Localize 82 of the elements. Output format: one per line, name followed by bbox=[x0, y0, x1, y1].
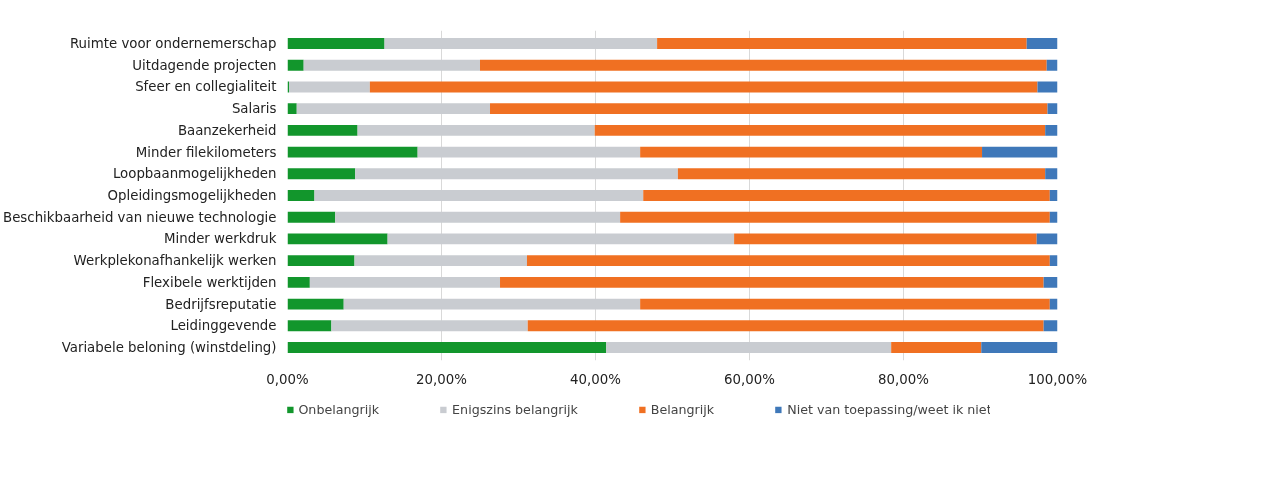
bar bbox=[1047, 103, 1058, 115]
x-tick-label: 100,00% bbox=[1027, 371, 1088, 387]
bar bbox=[387, 233, 735, 245]
bar bbox=[287, 190, 315, 201]
bar bbox=[287, 298, 344, 310]
bar bbox=[287, 211, 336, 223]
bar bbox=[287, 59, 304, 71]
bar bbox=[480, 59, 1047, 71]
bar bbox=[606, 342, 892, 353]
bar bbox=[982, 146, 1058, 158]
bar bbox=[287, 38, 385, 49]
bar bbox=[417, 146, 641, 158]
y-tick-label: Opleidingsmogelijkheden bbox=[107, 188, 277, 203]
bar bbox=[1043, 320, 1058, 332]
x-tick-label: 0,00% bbox=[266, 371, 309, 387]
bar bbox=[296, 103, 491, 115]
bar bbox=[677, 168, 1046, 180]
bar bbox=[314, 190, 644, 201]
y-tick-label: Sfeer en collegialiteit bbox=[135, 79, 277, 95]
bar bbox=[490, 103, 1048, 115]
bar bbox=[1049, 190, 1058, 201]
bar bbox=[287, 103, 297, 115]
y-tick-label: Uitdagende projecten bbox=[132, 57, 277, 73]
bar bbox=[287, 255, 355, 267]
bar bbox=[1043, 276, 1058, 288]
y-tick-label: Salaris bbox=[231, 101, 277, 117]
bar bbox=[357, 124, 595, 136]
bar bbox=[355, 168, 678, 180]
bar bbox=[500, 276, 1044, 288]
y-tick-label: Flexibele werktijden bbox=[142, 274, 277, 290]
bar bbox=[620, 211, 1050, 223]
y-tick-label: Baanzekerheid bbox=[177, 122, 277, 138]
legend-label: Belangrijk bbox=[650, 401, 715, 417]
y-tick-label: Leidinggevende bbox=[170, 318, 277, 334]
bar bbox=[343, 298, 641, 310]
x-tick-label: 40,00% bbox=[570, 371, 621, 387]
x-tick-label: 80,00% bbox=[878, 371, 929, 387]
bar bbox=[289, 81, 370, 93]
bar bbox=[643, 190, 1050, 201]
bar bbox=[1037, 81, 1058, 93]
bar bbox=[309, 276, 501, 288]
bar bbox=[287, 233, 388, 245]
bar bbox=[734, 233, 1037, 245]
bar bbox=[287, 276, 310, 288]
bar bbox=[526, 255, 1050, 267]
bar bbox=[287, 124, 358, 136]
bar bbox=[1045, 124, 1058, 136]
y-tick-label: Werkplekonafhankelijk werken bbox=[73, 253, 277, 269]
bar bbox=[303, 59, 480, 71]
bar bbox=[287, 342, 607, 353]
bar bbox=[1049, 211, 1058, 223]
bar bbox=[891, 342, 982, 353]
x-tick-label: 20,00% bbox=[416, 371, 467, 387]
bar bbox=[527, 320, 1044, 332]
bar bbox=[594, 124, 1046, 136]
y-tick-label: Beschikbaarheid van nieuwe technologie bbox=[3, 209, 277, 225]
bar bbox=[1045, 168, 1058, 180]
bar bbox=[1026, 38, 1058, 49]
bar bbox=[981, 342, 1058, 353]
bar bbox=[335, 211, 621, 223]
legend-label: Enigszins belangrijk bbox=[452, 401, 578, 417]
x-tick-label: 60,00% bbox=[724, 371, 775, 387]
y-tick-label: Loopbaanmogelijkheden bbox=[112, 166, 277, 182]
bar bbox=[657, 38, 1027, 49]
y-tick-label: Bedrijfsreputatie bbox=[165, 296, 277, 312]
bar bbox=[384, 38, 658, 49]
y-tick-label: Minder werkdruk bbox=[164, 231, 277, 247]
y-tick-label: Minder filekilometers bbox=[135, 144, 277, 160]
bar bbox=[287, 168, 356, 180]
bar bbox=[331, 320, 528, 332]
legend-label: Onbelangrijk bbox=[298, 401, 380, 417]
bar bbox=[640, 298, 1050, 310]
bar bbox=[640, 146, 983, 158]
bar bbox=[1036, 233, 1058, 245]
bar bbox=[354, 255, 527, 267]
bar bbox=[369, 81, 1038, 93]
bar bbox=[287, 320, 332, 332]
y-tick-label: Ruimte voor ondernemerschap bbox=[69, 36, 277, 52]
bar bbox=[1046, 59, 1058, 71]
bar bbox=[287, 146, 418, 158]
y-tick-label: Variabele beloning (winstdeling) bbox=[61, 339, 277, 355]
bar bbox=[1049, 255, 1058, 267]
